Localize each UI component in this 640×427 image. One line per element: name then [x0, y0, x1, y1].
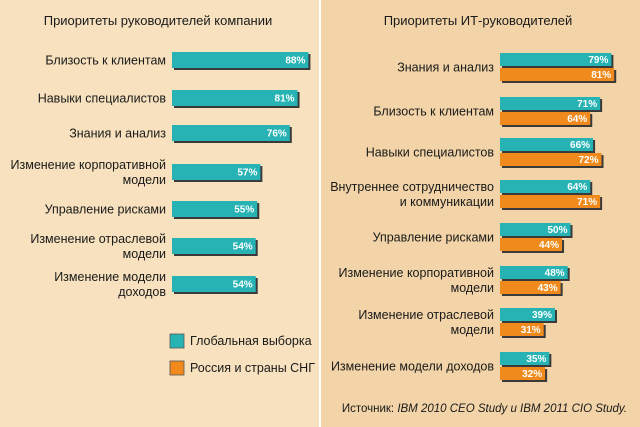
legend-global-swatch	[169, 333, 185, 349]
right-bar-global	[500, 352, 550, 365]
left-category-label: модели	[123, 173, 166, 187]
panel-divider	[319, 0, 321, 427]
right-bar-russia-label: 44%	[539, 240, 559, 251]
right-category-label: Изменение модели доходов	[331, 360, 494, 374]
right-bar-russia-label: 64%	[567, 114, 587, 125]
legend-global-label: Глобальная выборка	[190, 334, 312, 348]
right-category-label: модели	[451, 281, 494, 295]
right-bar-russia-label: 43%	[538, 283, 558, 294]
right-bar-russia	[500, 153, 602, 166]
right-bar-global-label: 66%	[570, 140, 590, 151]
left-category-label: Изменение модели	[54, 270, 166, 284]
left-category-label: Изменение корпоративной	[11, 158, 166, 172]
left-category-label: Знания и анализ	[69, 127, 166, 141]
right-bar-global	[500, 223, 571, 236]
left-bar-global	[172, 125, 290, 141]
left-category-label: Управление рисками	[45, 203, 166, 217]
right-bar-russia	[500, 112, 591, 125]
left-bar-global-label: 88%	[285, 56, 305, 67]
right-bar-global-label: 39%	[532, 310, 552, 321]
right-category-label: Знания и анализ	[397, 61, 494, 75]
right-bar-russia	[500, 68, 615, 81]
right-category-label: Изменение отраслевой	[358, 308, 494, 322]
right-category-label: модели	[451, 323, 494, 337]
right-bar-global	[500, 97, 601, 110]
right-bar-global	[500, 138, 594, 151]
left-bar-global-label: 55%	[234, 205, 254, 216]
left-bar-global-label: 81%	[275, 94, 295, 105]
source-text: IBM 2010 CEO Study и IBM 2011 CIO Study.	[397, 403, 627, 415]
source-note: Источник: IBM 2010 CEO Study и IBM 2011 …	[342, 403, 627, 415]
right-bar-russia	[500, 238, 563, 251]
left-bar-global-label: 57%	[237, 168, 257, 179]
right-bar-global-label: 35%	[526, 354, 546, 365]
left-chart-title: Приоритеты руководителей компании	[44, 13, 273, 28]
left-bar-global-label: 54%	[233, 242, 253, 253]
left-bar-global	[172, 164, 261, 180]
right-bar-global	[500, 308, 555, 321]
left-category-label: Изменение отраслевой	[30, 232, 166, 246]
right-bar-russia-label: 32%	[522, 369, 542, 380]
right-category-label: Навыки специалистов	[366, 146, 495, 160]
right-bar-global-label: 48%	[545, 268, 565, 279]
left-category-label: Навыки специалистов	[38, 92, 167, 106]
right-category-label: Изменение корпоративной	[339, 266, 494, 280]
left-bar-global	[172, 201, 258, 217]
left-panel-background	[0, 0, 319, 427]
right-bar-russia-label: 71%	[577, 197, 597, 208]
right-category-label: и коммуникации	[400, 195, 494, 209]
right-category-label: Управление рисками	[373, 231, 494, 245]
left-bar-global-label: 54%	[233, 280, 253, 291]
right-bar-global-label: 71%	[577, 99, 597, 110]
right-bar-russia	[500, 367, 546, 380]
left-category-label: доходов	[118, 285, 166, 299]
right-bar-global-label: 50%	[547, 225, 567, 236]
right-bar-global-label: 79%	[588, 55, 608, 66]
left-category-label: модели	[123, 247, 166, 261]
source-prefix: Источник:	[342, 403, 397, 415]
left-bar-global	[172, 52, 309, 68]
right-bar-russia	[500, 323, 544, 336]
right-bar-russia-label: 72%	[579, 155, 599, 166]
right-category-label: Внутреннее сотрудничество	[330, 180, 494, 194]
right-chart-title: Приоритеты ИТ-руководителей	[384, 13, 573, 28]
right-bar-russia	[500, 195, 601, 208]
right-category-label: Близость к клиентам	[373, 105, 494, 119]
left-bar-global	[172, 276, 256, 292]
left-bar-global-label: 76%	[267, 129, 287, 140]
right-bar-global-label: 64%	[567, 182, 587, 193]
left-bar-global	[172, 238, 256, 254]
right-bar-russia-label: 31%	[521, 325, 541, 336]
right-bar-global	[500, 180, 591, 193]
left-bar-global	[172, 90, 298, 106]
right-bar-russia-label: 81%	[591, 70, 611, 81]
right-bar-global	[500, 53, 612, 66]
right-bar-russia	[500, 281, 561, 294]
left-category-label: Близость к клиентам	[45, 54, 166, 68]
right-bar-global	[500, 266, 568, 279]
legend-russia-swatch	[169, 360, 185, 376]
legend-russia-label: Россия и страны СНГ	[190, 361, 315, 375]
